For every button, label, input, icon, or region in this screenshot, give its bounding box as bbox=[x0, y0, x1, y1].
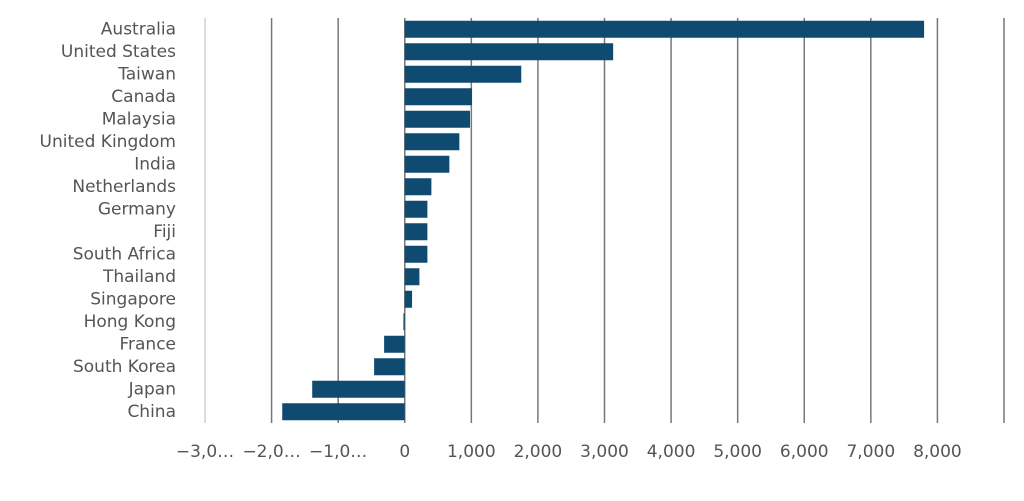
bar bbox=[404, 88, 472, 106]
x-tick-label: 2,000 bbox=[514, 442, 563, 462]
x-tick-label: −3,0… bbox=[176, 442, 234, 462]
y-tick-label: Malaysia bbox=[102, 109, 176, 129]
y-tick-label: United States bbox=[61, 42, 176, 62]
bar bbox=[404, 155, 450, 173]
y-tick-label: Singapore bbox=[90, 289, 176, 309]
bar bbox=[404, 200, 428, 218]
x-tick-label: 5,000 bbox=[713, 442, 762, 462]
x-tick-label: 7,000 bbox=[846, 442, 895, 462]
y-tick-label: Australia bbox=[101, 19, 176, 39]
x-tick-label: −2,0… bbox=[242, 442, 300, 462]
x-tick-label: 3,000 bbox=[580, 442, 629, 462]
bar bbox=[404, 290, 413, 308]
y-tick-label: Hong Kong bbox=[84, 312, 176, 332]
y-tick-label: Thailand bbox=[102, 267, 176, 287]
bar bbox=[404, 178, 432, 196]
bar bbox=[404, 223, 428, 241]
x-tick-label: 1,000 bbox=[447, 442, 496, 462]
y-tick-label: Canada bbox=[111, 87, 176, 107]
y-tick-label: Japan bbox=[128, 379, 176, 399]
y-tick-label: South Korea bbox=[73, 357, 176, 377]
y-tick-label: Taiwan bbox=[117, 64, 176, 84]
bar bbox=[404, 43, 614, 61]
x-tick-label: −1,0… bbox=[309, 442, 367, 462]
y-tick-label: Germany bbox=[98, 199, 176, 219]
y-tick-label: China bbox=[127, 402, 176, 422]
bar bbox=[404, 65, 522, 83]
x-tick-label: 0 bbox=[399, 442, 410, 462]
bar bbox=[404, 268, 420, 286]
bar bbox=[384, 335, 405, 353]
x-tick-label: 8,000 bbox=[913, 442, 962, 462]
bar bbox=[403, 313, 405, 331]
bar bbox=[404, 20, 925, 38]
x-tick-label: 6,000 bbox=[780, 442, 829, 462]
y-tick-label: United Kingdom bbox=[40, 132, 176, 152]
bar bbox=[374, 358, 405, 376]
bar bbox=[404, 133, 460, 151]
bar bbox=[404, 245, 428, 263]
y-tick-label: France bbox=[119, 334, 176, 354]
y-tick-label: Netherlands bbox=[72, 177, 176, 197]
y-tick-label: South Africa bbox=[73, 244, 176, 264]
y-tick-label: India bbox=[134, 154, 176, 174]
y-tick-label: Fiji bbox=[153, 222, 176, 242]
bar bbox=[312, 380, 405, 398]
bar bbox=[282, 403, 405, 421]
x-tick-label: 4,000 bbox=[647, 442, 696, 462]
bar bbox=[404, 110, 471, 128]
